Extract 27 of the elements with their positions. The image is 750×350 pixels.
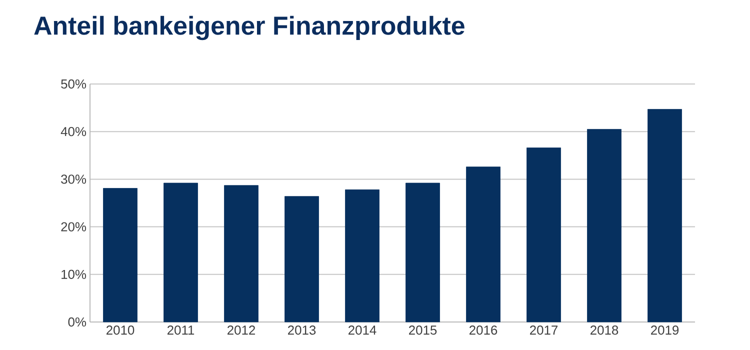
bar: [224, 185, 258, 322]
bar: [466, 166, 500, 322]
x-tick-label: 2012: [228, 326, 255, 335]
bar: [103, 188, 138, 322]
x-tick-label: 2013: [288, 326, 316, 335]
bar: [587, 129, 622, 322]
bar: [406, 182, 440, 322]
bar: [164, 182, 198, 322]
y-tick-label: 40%: [60, 127, 86, 136]
x-tick-label: 2014: [348, 326, 376, 335]
bar: [526, 148, 561, 322]
y-tick-label: 20%: [61, 222, 86, 232]
y-tick-label: 50%: [61, 79, 86, 89]
x-tick-label: 2019: [651, 326, 679, 335]
bar: [345, 189, 380, 322]
bar: [284, 196, 319, 322]
x-tick-label: 2018: [590, 326, 618, 335]
x-tick-label: 2010: [106, 326, 134, 335]
x-tick-label: 2011: [167, 326, 194, 335]
x-tick-label: 2015: [409, 326, 437, 335]
y-tick-label: 10%: [62, 270, 86, 279]
x-tick-label: 2016: [470, 326, 498, 335]
bar: [648, 109, 682, 322]
y-tick-label: 0%: [68, 317, 86, 327]
y-tick-label: 30%: [61, 174, 86, 184]
chart-title: Anteil bankeigener Finanzprodukte: [34, 16, 464, 40]
x-tick-label: 2017: [530, 326, 558, 335]
